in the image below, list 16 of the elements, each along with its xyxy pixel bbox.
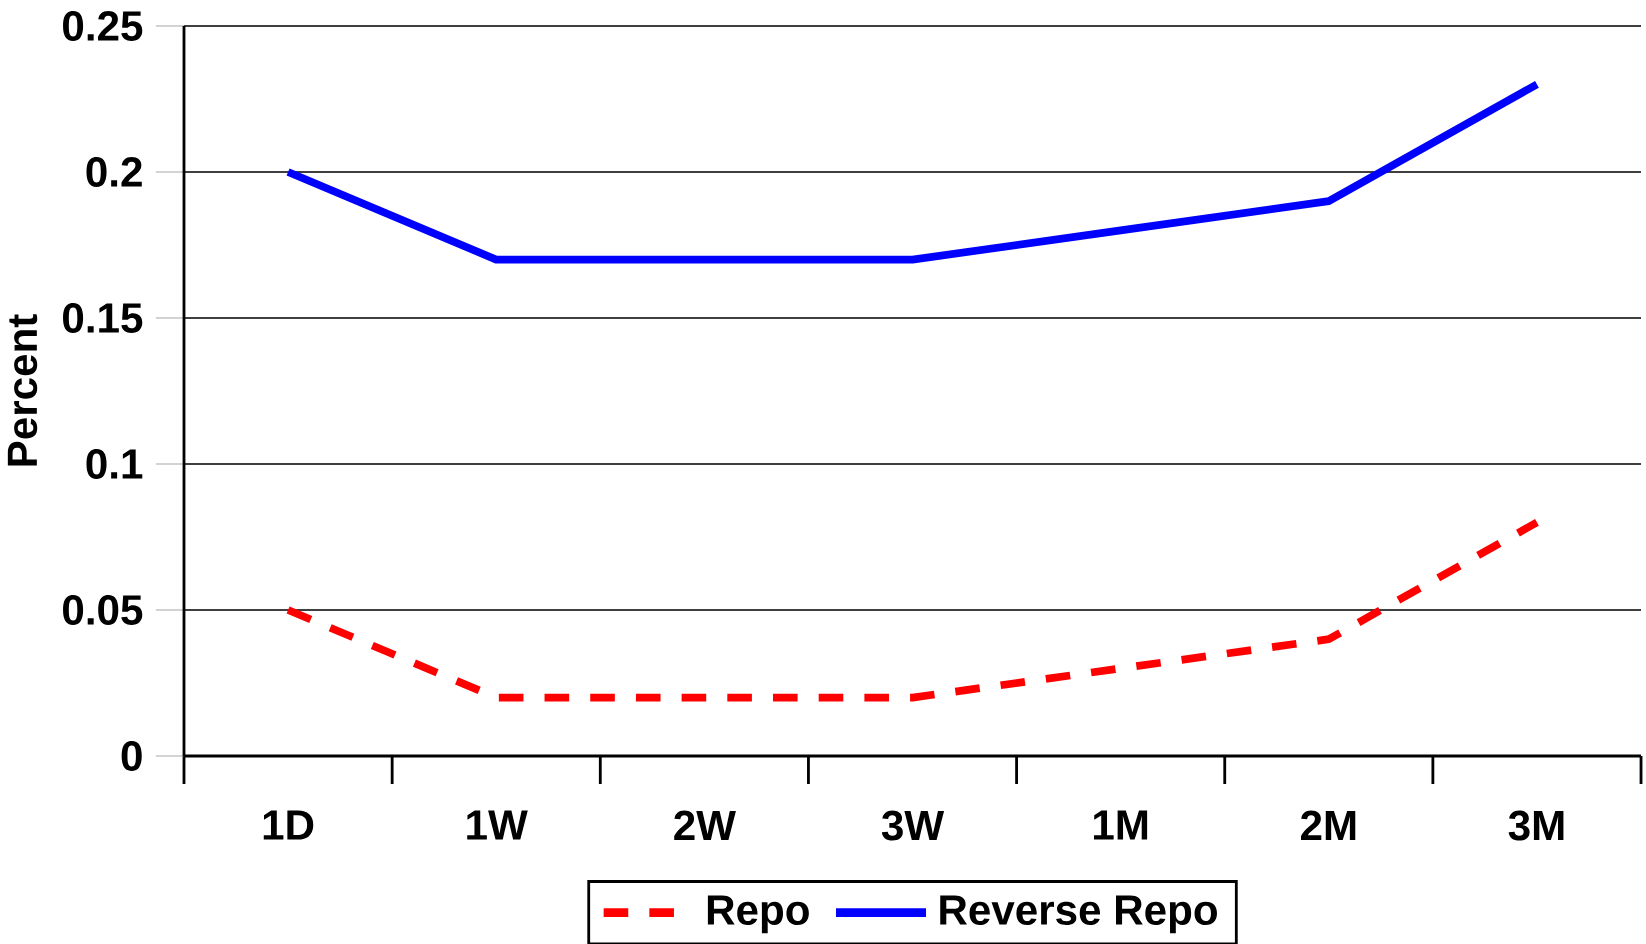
legend-label: Reverse Repo xyxy=(940,895,1217,934)
y-tick-label: 0 xyxy=(121,741,142,771)
y-tick-label: 0.2 xyxy=(86,157,142,187)
x-tick-label: 1W xyxy=(467,810,528,840)
x-tick-label: 3M xyxy=(1508,810,1564,841)
x-tick-label: 1M xyxy=(1094,810,1148,840)
y-tick-label: 0.1 xyxy=(86,449,143,479)
x-tick-label: 1D xyxy=(263,810,314,840)
y-axis-title: Percent xyxy=(7,314,38,466)
y-tick-label: 0.25 xyxy=(63,11,143,41)
x-tick-label: 2M xyxy=(1301,810,1356,841)
y-tick-label: 0.05 xyxy=(63,595,143,625)
legend-label: Repo xyxy=(707,895,809,934)
y-tick-label: 0.15 xyxy=(63,303,143,333)
x-tick-label: 3W xyxy=(881,810,945,841)
x-tick-label: 2W xyxy=(674,810,736,841)
